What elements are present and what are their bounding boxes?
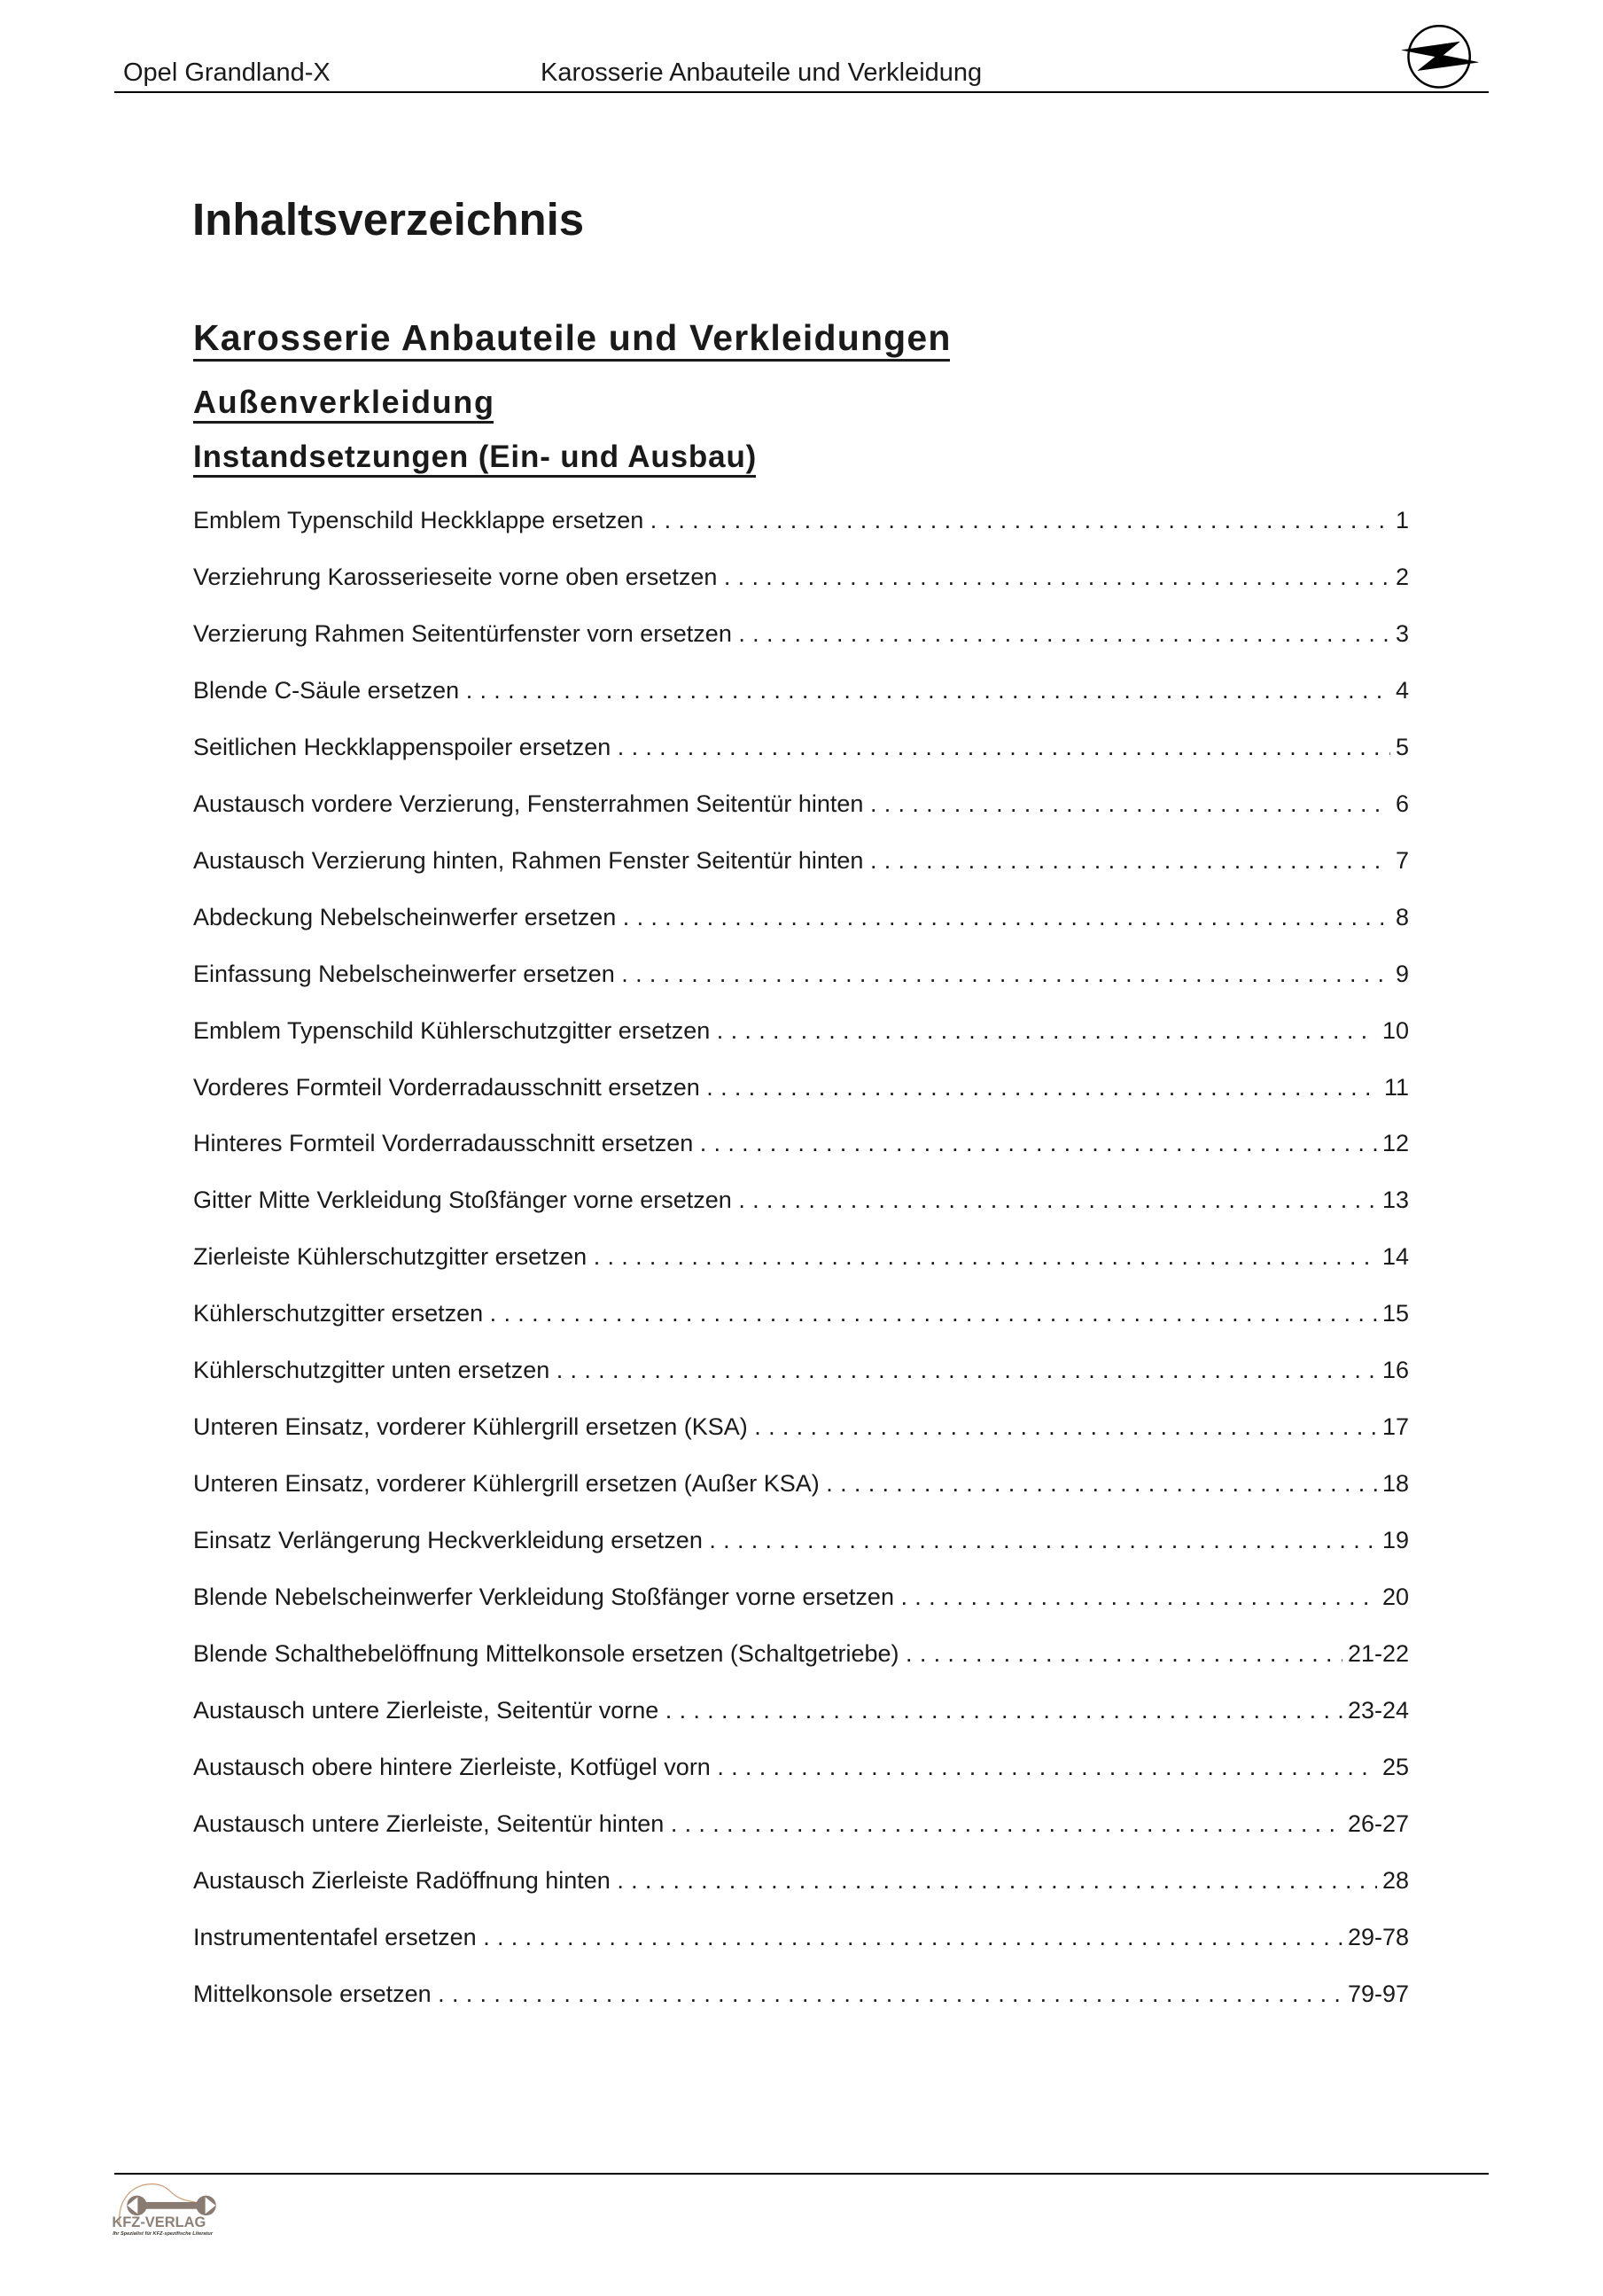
svg-text:Ihr Spezialist für KFZ-spezifi: Ihr Spezialist für KFZ-spezifische Liter… xyxy=(113,2231,214,2237)
svg-text:KFZ-VERLAG: KFZ-VERLAG xyxy=(112,2214,206,2230)
